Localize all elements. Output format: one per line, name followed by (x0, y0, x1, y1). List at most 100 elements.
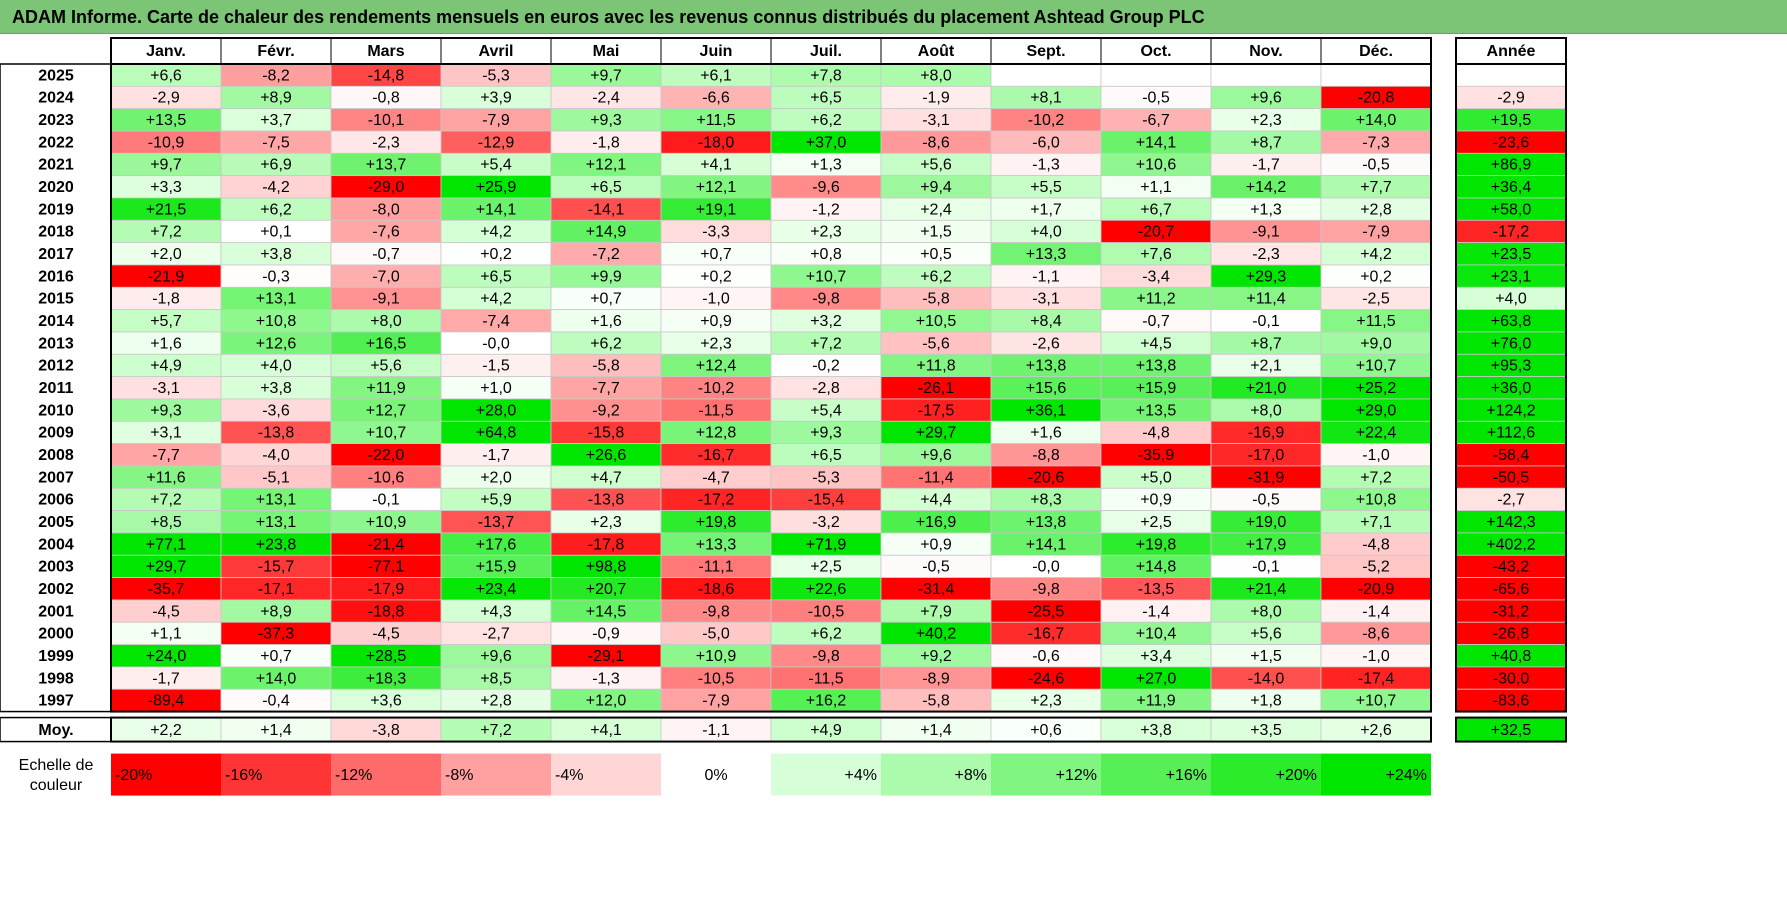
cell-value: +2,8 (480, 693, 512, 710)
cell-value: -13,7 (478, 514, 515, 531)
cell-value: -9,8 (812, 291, 840, 308)
cell-value: -9,8 (702, 603, 730, 620)
cell-value: -5,3 (812, 469, 840, 486)
year-label: 1997 (38, 693, 74, 710)
cell-value: +9,9 (590, 268, 622, 285)
cell-value: +14,1 (476, 201, 517, 218)
scale-stop-label: -16% (225, 767, 262, 784)
cell-value: -1,4 (1142, 603, 1170, 620)
cell-value: +9,3 (590, 112, 622, 129)
cell-value: -9,1 (1252, 224, 1280, 241)
cell-value: -20,6 (1028, 469, 1065, 486)
cell-value: +12,1 (586, 157, 627, 174)
grid-border (110, 63, 1432, 713)
cell-value: -8,6 (1362, 626, 1390, 643)
cell-value: +1,7 (1030, 201, 1062, 218)
cell-value: -8,8 (1032, 447, 1060, 464)
cell-value: +20,7 (586, 581, 627, 598)
cell-value: +11,4 (1246, 291, 1285, 308)
cell-value: +21,4 (1246, 581, 1287, 598)
cell-value: +8,4 (1030, 313, 1062, 330)
year-label: 2014 (38, 313, 74, 330)
cell-value: -0,0 (482, 335, 510, 352)
cell-value: +13,5 (146, 112, 187, 129)
cell-value: +5,6 (370, 358, 402, 375)
cell-value: +4,3 (480, 603, 512, 620)
cell-value: +8,1 (1030, 90, 1062, 107)
cell-value: -8,2 (262, 67, 290, 84)
annual-value: +36,0 (1491, 380, 1532, 397)
annual-value: -50,5 (1493, 469, 1530, 486)
cell-value: -16,9 (1248, 425, 1285, 442)
cell-value: -21,9 (148, 268, 185, 285)
cell-value: +2,3 (1250, 112, 1282, 129)
cell-value: -5,6 (922, 335, 950, 352)
cell-value: +10,5 (916, 313, 957, 330)
cell-value: +6,2 (260, 201, 292, 218)
average-annual-value: +32,5 (1491, 722, 1532, 739)
cell-value: +0,2 (1360, 268, 1392, 285)
cell-value: +8,9 (260, 90, 292, 107)
cell-value: -6,6 (702, 90, 730, 107)
month-header-8: Août (918, 43, 955, 60)
cell-value: +7,1 (1360, 514, 1392, 531)
heatmap-cell (1320, 63, 1432, 87)
average-cell (880, 717, 992, 742)
year-label: 2002 (38, 581, 74, 598)
cell-value: +5,9 (480, 492, 512, 509)
cell-value: -17,4 (1358, 670, 1395, 687)
cell-value: +7,6 (1140, 246, 1172, 263)
cell-value: +15,9 (1136, 380, 1177, 397)
cell-value: -5,3 (482, 67, 510, 84)
cell-value: +9,7 (590, 67, 622, 84)
cell-value: -4,5 (152, 603, 180, 620)
cell-value: +6,2 (920, 268, 952, 285)
cell-value: +2,4 (920, 201, 952, 218)
cell-value: +13,5 (1136, 402, 1177, 419)
month-header-5: Mai (593, 43, 620, 60)
cell-value: -7,9 (482, 112, 510, 129)
cell-value: -1,3 (592, 670, 620, 687)
cell-value: +6,5 (810, 90, 842, 107)
year-label: 2005 (38, 514, 74, 531)
cell-value: +2,1 (1250, 358, 1282, 375)
scale-stop-label: +4% (845, 767, 877, 784)
cell-value: +15,9 (476, 559, 517, 576)
cell-value: +0,7 (700, 246, 732, 263)
year-label: 2024 (38, 90, 74, 107)
cell-value: -18,6 (698, 581, 735, 598)
cell-value: -0,2 (812, 358, 840, 375)
cell-value: -9,1 (372, 291, 400, 308)
average-label-box (0, 716, 112, 743)
annual-value: -26,8 (1493, 626, 1530, 643)
scale-stop-label: +8% (955, 767, 987, 784)
cell-value: +37,0 (806, 134, 847, 151)
month-header-10: Oct. (1140, 43, 1171, 60)
cell-value: -3,2 (812, 514, 840, 531)
cell-value: +12,0 (586, 693, 627, 710)
annual-value: -2,7 (1497, 492, 1525, 509)
cell-value: +14,0 (256, 670, 297, 687)
year-label: 2019 (38, 201, 74, 218)
scale-swatch (551, 753, 661, 796)
cell-value: -9,2 (592, 402, 620, 419)
cell-value: -35,9 (1138, 447, 1175, 464)
cell-value: +14,9 (586, 224, 627, 241)
cell-value: +8,7 (1250, 335, 1282, 352)
cell-value: +2,3 (700, 335, 732, 352)
cell-value: -4,5 (372, 626, 400, 643)
cell-value: +7,2 (150, 492, 182, 509)
cell-value: +6,1 (700, 67, 732, 84)
cell-value: -2,6 (1032, 335, 1060, 352)
cell-value: +13,7 (366, 157, 407, 174)
cell-value: -29,0 (368, 179, 405, 196)
cell-value: -1,7 (1252, 157, 1280, 174)
cell-value: -21,4 (368, 536, 405, 553)
year-label: 2017 (38, 246, 74, 263)
cell-value: -10,9 (148, 134, 185, 151)
cell-value: +10,8 (256, 313, 297, 330)
cell-value: -1,5 (482, 358, 510, 375)
cell-value: +18,3 (366, 670, 407, 687)
cell-value: -8,6 (922, 134, 950, 151)
cell-value: +14,0 (1356, 112, 1397, 129)
